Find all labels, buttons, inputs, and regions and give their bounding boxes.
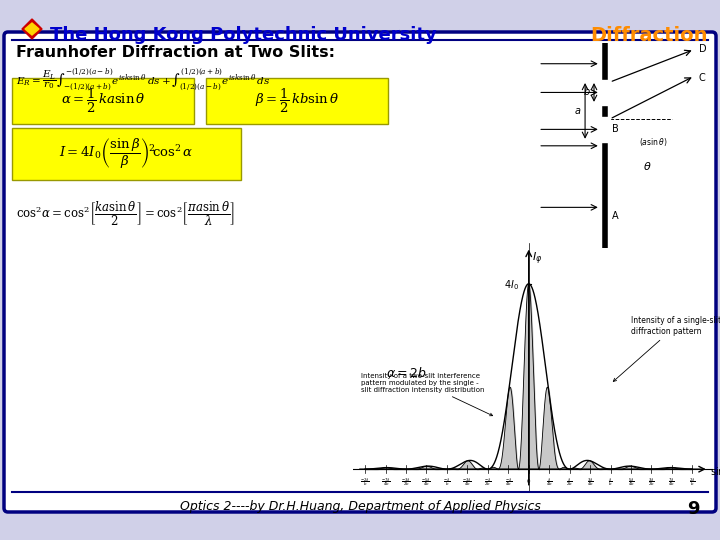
- FancyBboxPatch shape: [12, 128, 241, 180]
- Text: $\theta$: $\theta$: [643, 160, 652, 172]
- Text: $\frac{7\lambda}{4b}$: $\frac{7\lambda}{4b}$: [668, 477, 675, 488]
- Text: $\frac{-2\lambda}{b}$: $\frac{-2\lambda}{b}$: [360, 477, 370, 488]
- Text: $\frac{-\lambda}{b}$: $\frac{-\lambda}{b}$: [443, 477, 451, 488]
- FancyBboxPatch shape: [12, 78, 194, 124]
- Text: $0$: $0$: [526, 477, 531, 484]
- Bar: [600, 80, 610, 105]
- Text: $(a\sin\theta)$: $(a\sin\theta)$: [639, 136, 667, 148]
- Text: b: b: [583, 87, 590, 97]
- Text: a: a: [575, 106, 580, 116]
- Text: Intensity of a two-slit interference
pattern modulated by the single -
slit diff: Intensity of a two-slit interference pat…: [361, 373, 492, 416]
- Text: $\alpha = \dfrac{1}{2}\,ka\sin\theta$: $\alpha = \dfrac{1}{2}\,ka\sin\theta$: [60, 87, 145, 115]
- Text: $\frac{3\lambda}{4b}$: $\frac{3\lambda}{4b}$: [587, 477, 593, 488]
- Text: $\frac{3\lambda}{2b}$: $\frac{3\lambda}{2b}$: [648, 477, 655, 488]
- Text: $\alpha=2b$: $\alpha=2b$: [385, 366, 426, 380]
- Text: Optics 2----by Dr.H.Huang, Department of Applied Physics: Optics 2----by Dr.H.Huang, Department of…: [179, 500, 541, 513]
- Text: $\frac{2\lambda}{b}$: $\frac{2\lambda}{b}$: [689, 477, 696, 488]
- Text: $I_\varphi$: $I_\varphi$: [532, 251, 542, 267]
- Text: D: D: [699, 44, 706, 55]
- Text: $\frac{\lambda}{4b}$: $\frac{\lambda}{4b}$: [546, 477, 553, 488]
- Text: $\frac{\lambda}{b}$: $\frac{\lambda}{b}$: [608, 477, 613, 488]
- Polygon shape: [25, 23, 39, 35]
- Text: Fraunhofer Diffraction at Two Slits:: Fraunhofer Diffraction at Two Slits:: [16, 45, 335, 60]
- Polygon shape: [22, 19, 42, 39]
- Text: The Hong Kong Polytechnic University: The Hong Kong Polytechnic University: [50, 26, 437, 44]
- Text: $E_R = \dfrac{E_L}{r_0}\int_{-(1/2)(a+b)}^{-(1/2)(a-b)} e^{isk\sin\theta}\,ds + : $E_R = \dfrac{E_L}{r_0}\int_{-(1/2)(a+b)…: [16, 68, 270, 93]
- Text: $\sin\theta$: $\sin\theta$: [709, 465, 720, 477]
- Text: Intensity of a single-slit
diffraction pattern: Intensity of a single-slit diffraction p…: [613, 316, 720, 381]
- Text: $\frac{5\lambda}{4b}$: $\frac{5\lambda}{4b}$: [628, 477, 634, 488]
- Text: B: B: [612, 124, 618, 134]
- Text: $\frac{-\lambda}{2b}$: $\frac{-\lambda}{2b}$: [484, 477, 492, 488]
- Text: $\beta = \dfrac{1}{2}\,kb\sin\theta$: $\beta = \dfrac{1}{2}\,kb\sin\theta$: [255, 87, 339, 115]
- Text: $\frac{\lambda}{2b}$: $\frac{\lambda}{2b}$: [566, 477, 573, 488]
- FancyBboxPatch shape: [206, 78, 388, 124]
- Text: $\cos^2\!\alpha = \cos^2\!\left[\dfrac{ka\sin\theta}{2}\right] = \cos^2\!\left[\: $\cos^2\!\alpha = \cos^2\!\left[\dfrac{k…: [16, 200, 235, 228]
- Text: $\frac{-\lambda}{4b}$: $\frac{-\lambda}{4b}$: [505, 477, 512, 488]
- Text: Diffraction: Diffraction: [590, 26, 708, 45]
- Text: A: A: [612, 211, 618, 220]
- Text: 9: 9: [688, 500, 700, 518]
- Text: $\frac{-3\lambda}{2b}$: $\frac{-3\lambda}{2b}$: [401, 477, 411, 488]
- Text: C: C: [699, 73, 706, 83]
- Text: $I = 4I_0\left(\dfrac{\sin\beta}{\beta}\right)^{\!2}\!\cos^2\alpha$: $I = 4I_0\left(\dfrac{\sin\beta}{\beta}\…: [59, 137, 193, 171]
- Bar: [600, 117, 610, 141]
- FancyBboxPatch shape: [4, 32, 716, 512]
- Text: $\frac{-5\lambda}{4b}$: $\frac{-5\lambda}{4b}$: [421, 477, 431, 488]
- Text: $4I_0$: $4I_0$: [503, 278, 518, 292]
- Text: $\frac{-3\lambda}{4b}$: $\frac{-3\lambda}{4b}$: [462, 477, 472, 488]
- Text: $\frac{-7\lambda}{4b}$: $\frac{-7\lambda}{4b}$: [381, 477, 390, 488]
